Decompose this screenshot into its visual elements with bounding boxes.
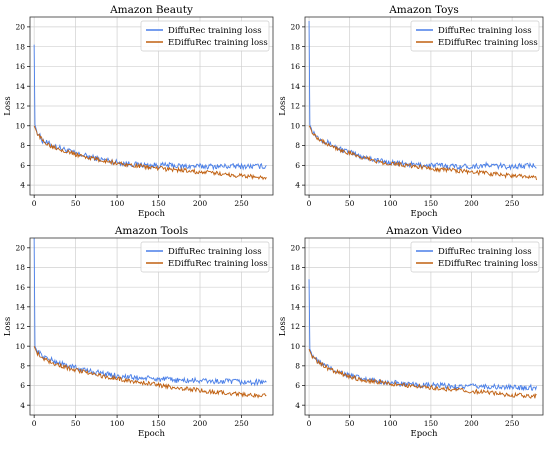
y-tick-label: 10	[290, 342, 300, 351]
series-line-ediffurec	[33, 345, 267, 399]
chart-panel-4: 0 50 100 150 200 250 4 6 8 10 12 14 16 18 20 Epoch Loss A…	[278, 225, 544, 439]
y-tick-label: 14	[290, 302, 300, 311]
x-tick-label: 250	[505, 419, 520, 428]
series-line-diffurec	[308, 279, 537, 392]
y-tick-label: 16	[15, 283, 25, 292]
x-tick-label: 100	[383, 199, 398, 208]
y-tick-label: 8	[295, 141, 300, 150]
x-axis-label: Epoch	[411, 209, 439, 219]
x-tick-label: 150	[151, 199, 166, 208]
y-tick-label: 14	[15, 302, 25, 311]
series-line-diffurec	[33, 238, 267, 387]
y-tick-label: 18	[15, 263, 25, 272]
x-tick-label: 200	[193, 419, 208, 428]
legend-box	[140, 20, 270, 52]
y-tick-label: 12	[290, 322, 300, 331]
series-line-ediffurec	[308, 348, 537, 399]
y-tick-label: 18	[15, 42, 25, 51]
y-tick-label: 10	[15, 342, 25, 351]
y-tick-label: 20	[290, 243, 300, 252]
y-tick-label: 16	[15, 62, 25, 71]
series-line-ediffurec	[308, 125, 537, 181]
y-tick-label: 16	[290, 283, 300, 292]
legend-label-ediffurec: EDiffuRec training loss	[168, 259, 268, 269]
x-tick-label: 50	[71, 199, 81, 208]
y-tick-label: 8	[295, 361, 300, 370]
legend-label-ediffurec: EDiffuRec training loss	[168, 38, 268, 48]
chart-title: Amazon Video	[385, 225, 462, 237]
y-tick-label: 12	[15, 102, 25, 111]
x-tick-label: 0	[307, 419, 312, 428]
y-tick-label: 20	[15, 243, 25, 252]
x-axis-label: Epoch	[138, 209, 166, 219]
x-tick-label: 200	[464, 419, 479, 428]
y-tick-label: 6	[295, 381, 300, 390]
y-tick-label: 6	[295, 161, 300, 170]
chart-panel-1: 0 50 100 150 200 250 4 6 8 10 12 14 16 18 20 Epoch Loss A…	[3, 4, 274, 219]
y-tick-label: 14	[290, 82, 300, 91]
y-tick-label: 8	[20, 141, 25, 150]
x-tick-label: 50	[345, 419, 355, 428]
series-line-diffurec	[33, 44, 267, 171]
y-tick-label: 12	[15, 322, 25, 331]
y-tick-label: 4	[295, 181, 300, 190]
x-tick-label: 100	[383, 419, 398, 428]
legend-label-diffurec: DiffuRec training loss	[438, 26, 532, 36]
y-tick-label: 10	[15, 121, 25, 130]
y-tick-label: 6	[20, 381, 25, 390]
y-tick-label: 4	[20, 181, 25, 190]
x-tick-label: 150	[424, 199, 439, 208]
x-tick-label: 100	[110, 419, 125, 428]
y-tick-label: 14	[15, 82, 25, 91]
y-tick-label: 4	[295, 401, 300, 410]
x-tick-label: 200	[193, 199, 208, 208]
legend-label-diffurec: DiffuRec training loss	[168, 247, 262, 257]
x-tick-label: 0	[32, 419, 37, 428]
legend-box	[410, 20, 540, 52]
x-tick-label: 150	[151, 419, 166, 428]
y-tick-label: 20	[15, 22, 25, 31]
x-tick-label: 250	[505, 199, 520, 208]
chart-title: Amazon Tools	[114, 225, 188, 237]
y-tick-label: 8	[20, 361, 25, 370]
x-axis-label: Epoch	[138, 429, 166, 439]
x-tick-label: 200	[464, 199, 479, 208]
y-tick-label: 6	[20, 161, 25, 170]
chart-title: Amazon Toys	[388, 4, 459, 16]
y-tick-label: 20	[290, 22, 300, 31]
x-tick-label: 50	[71, 419, 81, 428]
y-tick-label: 16	[290, 62, 300, 71]
y-tick-label: 4	[20, 401, 25, 410]
legend-box	[140, 241, 270, 273]
y-tick-label: 12	[290, 102, 300, 111]
chart-title: Amazon Beauty	[109, 4, 193, 16]
y-tick-label: 18	[290, 263, 300, 272]
legend-box	[410, 241, 540, 273]
series-line-ediffurec	[33, 125, 267, 181]
legend-label-diffurec: DiffuRec training loss	[438, 247, 532, 257]
legend-label-ediffurec: EDiffuRec training loss	[438, 259, 538, 269]
x-axis-label: Epoch	[411, 429, 439, 439]
x-tick-label: 0	[307, 199, 312, 208]
x-tick-label: 250	[234, 199, 249, 208]
chart-panel-3: 0 50 100 150 200 250 4 6 8 10 12 14 16 18 20 Epoch Loss A…	[3, 225, 274, 439]
legend-label-ediffurec: EDiffuRec training loss	[438, 38, 538, 48]
y-tick-label: 18	[290, 42, 300, 51]
x-tick-label: 150	[424, 419, 439, 428]
chart-panel-2: 0 50 100 150 200 250 4 6 8 10 12 14 16 18 20 Epoch Loss A…	[278, 4, 544, 219]
y-tick-label: 10	[290, 121, 300, 130]
y-axis-label: Loss	[278, 96, 288, 116]
x-tick-label: 100	[110, 199, 125, 208]
y-axis-label: Loss	[3, 317, 13, 337]
x-tick-label: 50	[345, 199, 355, 208]
y-axis-label: Loss	[3, 96, 13, 116]
y-axis-label: Loss	[278, 317, 288, 337]
x-tick-label: 0	[32, 199, 37, 208]
legend-label-diffurec: DiffuRec training loss	[168, 26, 262, 36]
x-tick-label: 250	[234, 419, 249, 428]
